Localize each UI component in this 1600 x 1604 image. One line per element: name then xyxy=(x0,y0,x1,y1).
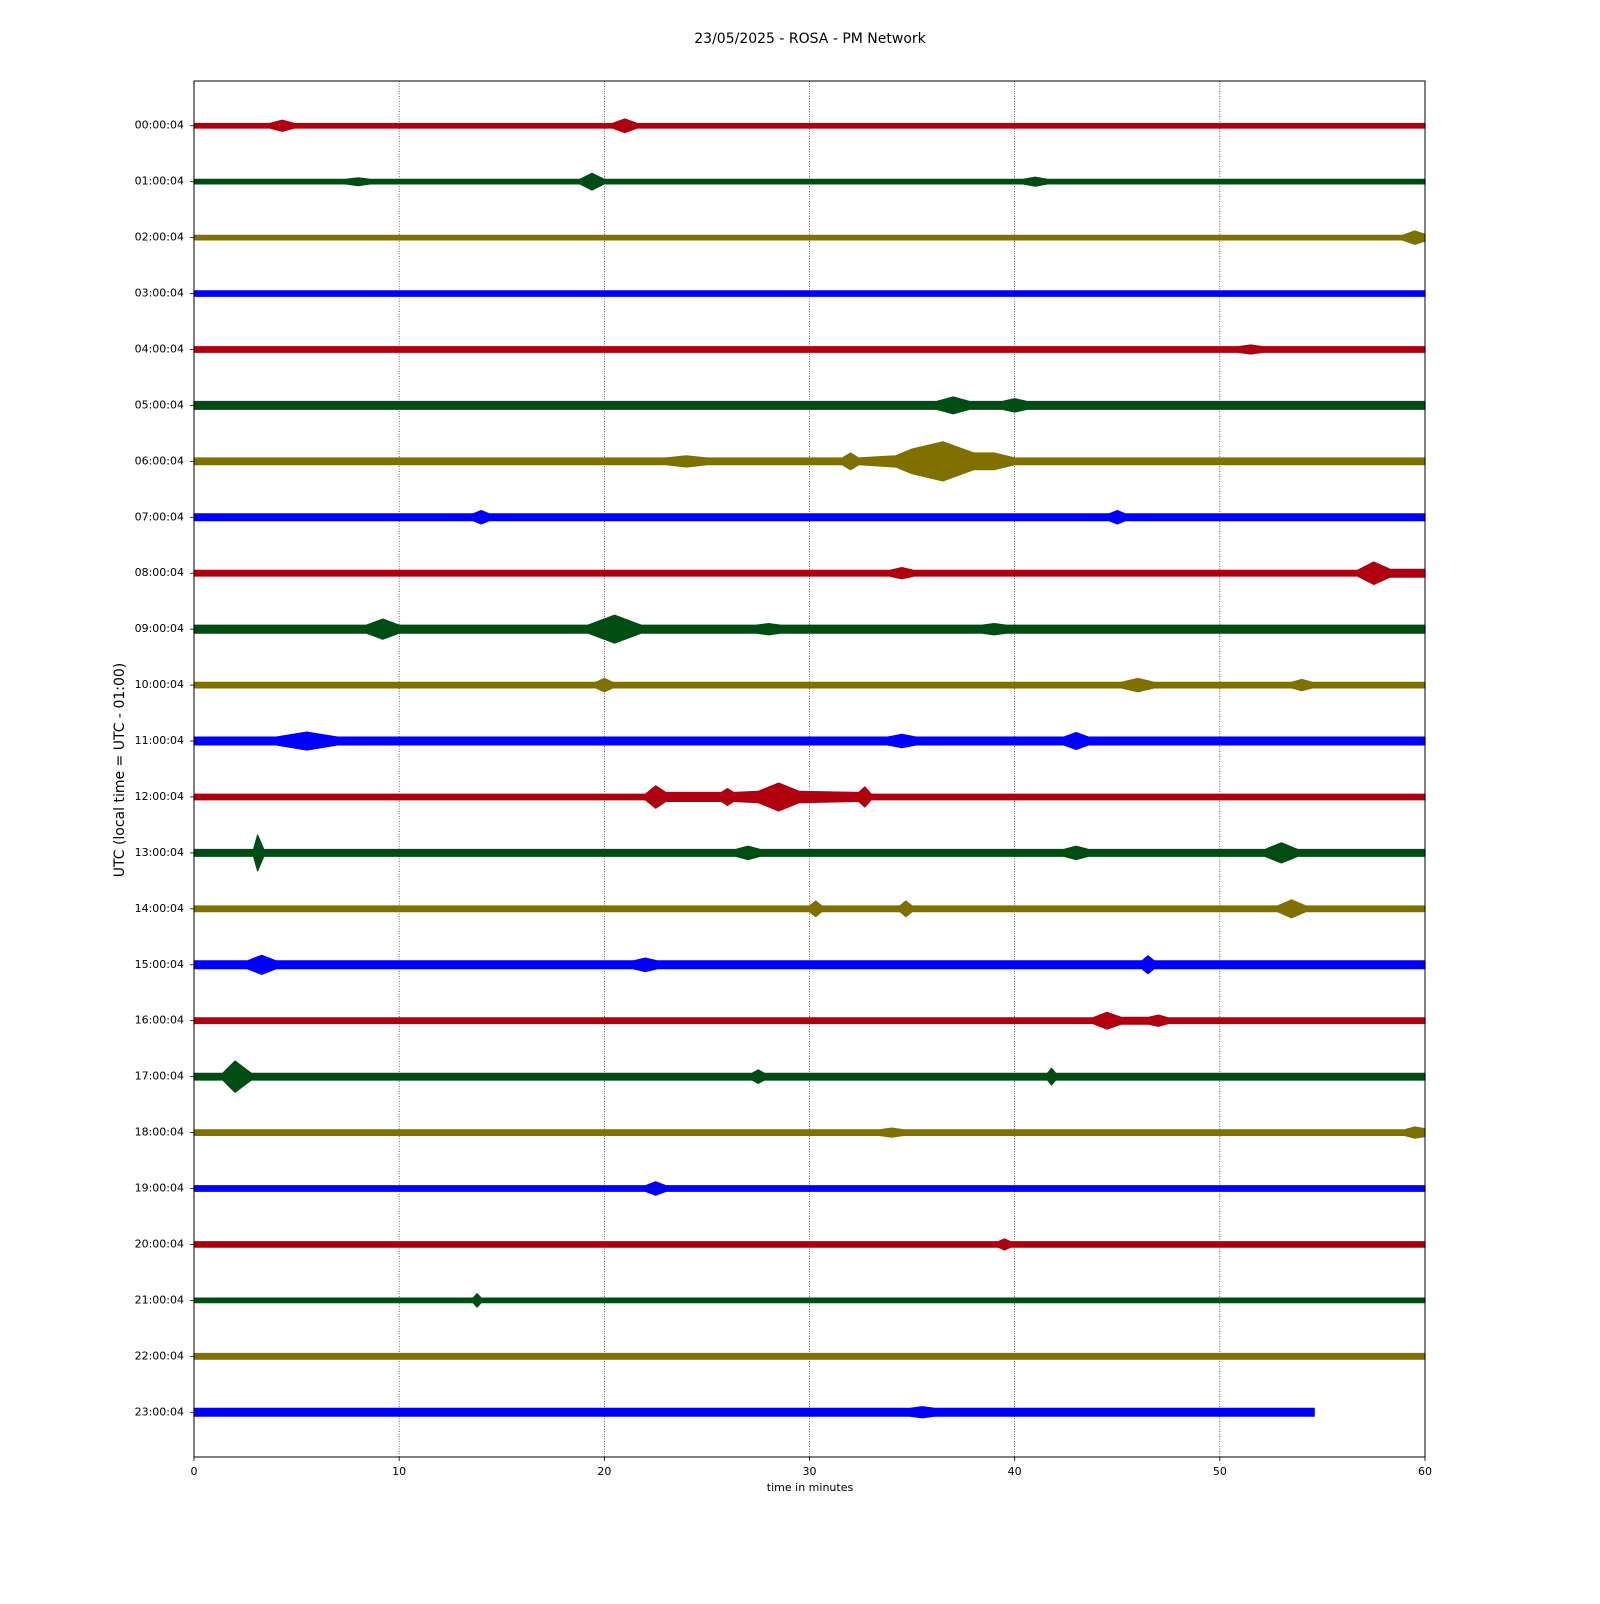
seismic-trace xyxy=(193,1352,1426,1360)
y-tick-label: 10:00:04 xyxy=(135,678,184,691)
x-tick-label: 60 xyxy=(1418,1465,1432,1478)
x-tick-label: 50 xyxy=(1213,1465,1227,1478)
y-tick-label: 04:00:04 xyxy=(135,342,184,355)
x-tick-label: 20 xyxy=(597,1465,611,1478)
y-tick-label: 16:00:04 xyxy=(135,1014,184,1027)
y-tick-label: 13:00:04 xyxy=(135,846,184,859)
x-tick-label: 10 xyxy=(392,1465,406,1478)
y-tick-label: 19:00:04 xyxy=(135,1182,184,1195)
x-axis-label: time in minutes xyxy=(767,1481,854,1494)
y-tick-label: 08:00:04 xyxy=(135,566,184,579)
y-tick-label: 22:00:04 xyxy=(135,1349,184,1362)
x-tick-label: 30 xyxy=(803,1465,817,1478)
seismic-trace xyxy=(193,290,1426,297)
y-tick-label: 12:00:04 xyxy=(135,790,184,803)
x-tick-label: 40 xyxy=(1008,1465,1022,1478)
seismic-trace xyxy=(193,344,1426,355)
plot-frame xyxy=(193,80,1426,1458)
y-tick-label: 06:00:04 xyxy=(135,454,184,467)
y-tick-label: 01:00:04 xyxy=(135,175,184,188)
x-tick-label: 0 xyxy=(191,1465,198,1478)
y-tick-label: 23:00:04 xyxy=(135,1405,184,1418)
y-tick-label: 09:00:04 xyxy=(135,622,184,635)
seismic-trace xyxy=(193,1406,1315,1419)
y-tick-label: 14:00:04 xyxy=(135,902,184,915)
y-tick-label: 17:00:04 xyxy=(135,1070,184,1083)
y-tick-label: 07:00:04 xyxy=(135,510,184,523)
chart-title: 23/05/2025 - ROSA - PM Network xyxy=(694,31,926,47)
y-tick-label: 15:00:04 xyxy=(135,958,184,971)
y-tick-label: 03:00:04 xyxy=(135,287,184,300)
y-tick-label: 11:00:04 xyxy=(135,734,184,747)
y-tick-label: 20:00:04 xyxy=(135,1237,184,1250)
y-tick-label: 05:00:04 xyxy=(135,398,184,411)
y-tick-label: 18:00:04 xyxy=(135,1126,184,1139)
y-tick-label: 00:00:04 xyxy=(135,119,184,132)
y-tick-label: 02:00:04 xyxy=(135,231,184,244)
y-tick-label: 21:00:04 xyxy=(135,1293,184,1306)
y-axis-label: UTC (local time = UTC - 01:00) xyxy=(112,663,128,878)
